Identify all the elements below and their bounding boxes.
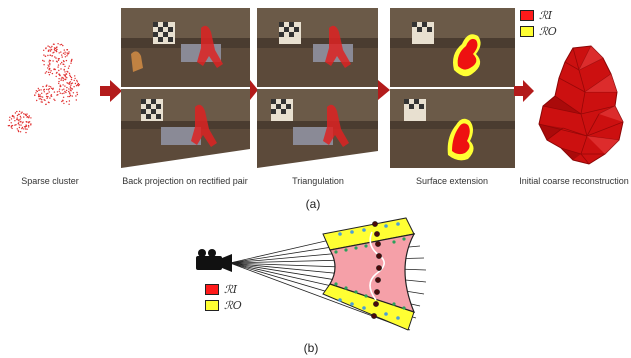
legend-b-label-outer: ℛO bbox=[224, 299, 242, 312]
surface-extension-bottom-image bbox=[390, 89, 515, 168]
legend-b-item-region-inner: ℛI bbox=[205, 283, 237, 296]
ray-dots bbox=[338, 222, 400, 320]
coarse-reconstruction-mesh bbox=[538, 45, 624, 165]
legend-b-label-inner: ℛI bbox=[224, 283, 238, 296]
back-projection-bottom-image bbox=[121, 89, 250, 168]
panel-a-label: (a) bbox=[305, 197, 321, 211]
surface-curve bbox=[369, 231, 385, 301]
legend-b-item-region-outer: ℛO bbox=[205, 299, 242, 312]
legend-b-swatch-outer bbox=[205, 300, 219, 311]
boundary-dots bbox=[334, 237, 406, 310]
triangulation-top-image bbox=[257, 8, 378, 87]
back-projection-top-image bbox=[121, 8, 250, 87]
ray-diagram bbox=[196, 217, 427, 331]
camera-icon bbox=[196, 249, 232, 272]
inner-region bbox=[329, 233, 416, 313]
legend-item-region-outer: ℛO bbox=[520, 25, 557, 38]
panel-b-label: (b) bbox=[303, 341, 319, 355]
caption-surface-extension: Surface extension bbox=[415, 176, 489, 186]
arrow-2 bbox=[250, 80, 258, 100]
surface-extension-top-image bbox=[390, 8, 515, 87]
sparse-cluster-points bbox=[7, 43, 81, 134]
arrow-1 bbox=[100, 80, 122, 102]
caption-triangulation: Triangulation bbox=[292, 176, 344, 186]
caption-coarse-reconstruction: Initial coarse reconstruction bbox=[519, 176, 629, 186]
legend-label-outer: ℛO bbox=[539, 25, 557, 38]
caption-back-projection: Back projection on rectified pair bbox=[122, 176, 248, 186]
arrow-3 bbox=[378, 80, 390, 100]
triangulation-bottom-image bbox=[257, 89, 378, 168]
arrow-4 bbox=[514, 80, 534, 102]
legend-b-swatch-inner bbox=[205, 284, 219, 295]
legend-label-inner: ℛI bbox=[539, 9, 553, 22]
legend-item-region-inner: ℛI bbox=[520, 9, 552, 22]
sample-points bbox=[371, 221, 382, 319]
legend-swatch-outer bbox=[520, 26, 534, 37]
caption-sparse-cluster: Sparse cluster bbox=[21, 176, 79, 186]
legend-swatch-inner bbox=[520, 10, 534, 21]
